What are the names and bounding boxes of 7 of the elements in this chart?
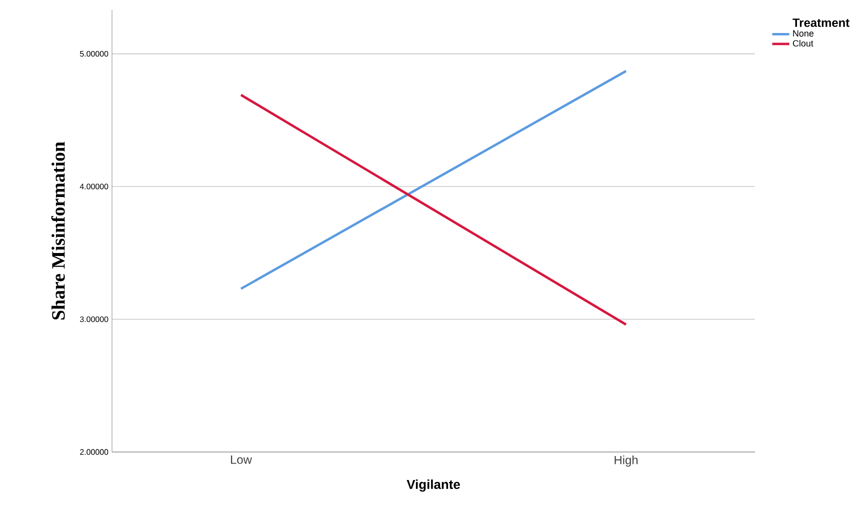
legend-label: None [793,30,814,37]
legend-label: Clout [792,40,814,47]
x-tick-label: High [614,456,638,467]
x-axis-title: Vigilante [406,479,460,492]
x-tick-label: Low [231,456,252,464]
y-axis-title: Share Misinformation [51,142,65,320]
legend-title: Treatment [792,18,850,27]
